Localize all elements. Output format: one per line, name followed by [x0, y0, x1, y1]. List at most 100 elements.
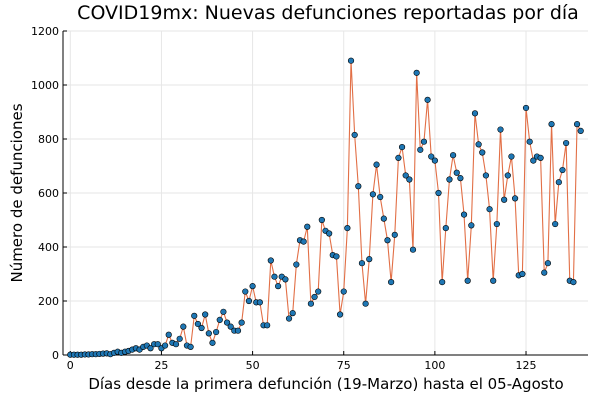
series-line — [70, 60, 582, 356]
data-point — [530, 157, 537, 164]
data-point — [194, 320, 201, 328]
data-point — [508, 153, 515, 160]
y-tick-label: 800 — [38, 133, 59, 146]
data-point — [413, 69, 420, 76]
data-point — [541, 269, 548, 276]
data-point — [205, 330, 212, 337]
data-point — [388, 279, 395, 286]
data-point — [479, 149, 486, 156]
x-tick-label: 100 — [424, 359, 445, 372]
data-point — [402, 172, 409, 179]
data-point — [428, 153, 435, 160]
data-point — [573, 121, 581, 128]
data-point — [439, 279, 446, 286]
data-point — [435, 189, 442, 197]
data-point — [446, 176, 453, 183]
chart-title: COVID19mx: Nuevas defunciones reportadas… — [77, 2, 579, 24]
data-point — [264, 322, 271, 329]
data-point — [369, 191, 376, 198]
data-point — [161, 342, 169, 349]
data-point — [486, 206, 493, 213]
data-point — [191, 312, 198, 319]
data-point — [468, 222, 475, 229]
data-point — [256, 299, 263, 306]
data-point — [275, 283, 282, 290]
data-point — [384, 237, 391, 244]
data-point — [395, 154, 402, 161]
data-point — [431, 157, 438, 164]
data-point — [202, 311, 209, 318]
data-point — [351, 131, 358, 139]
data-point — [347, 57, 355, 64]
data-point — [198, 324, 205, 332]
y-tick-label: 1000 — [31, 79, 59, 92]
data-point — [555, 179, 562, 186]
data-point — [318, 216, 325, 224]
data-point — [380, 215, 387, 222]
data-point — [344, 225, 351, 232]
data-point — [471, 110, 479, 117]
data-points — [67, 57, 584, 358]
grid — [63, 30, 588, 356]
y-tick-label: 0 — [52, 349, 59, 362]
data-point — [497, 126, 504, 133]
y-tick-label: 200 — [38, 295, 59, 308]
data-point — [293, 261, 300, 268]
data-point — [220, 308, 227, 315]
x-tick-label: 25 — [154, 359, 168, 372]
data-point — [249, 283, 256, 290]
data-point — [336, 311, 344, 318]
data-point — [377, 193, 384, 201]
data-point — [147, 345, 154, 352]
data-point — [307, 300, 315, 307]
y-tick-label: 1200 — [31, 25, 59, 38]
y-tick-label: 600 — [38, 187, 59, 200]
data-point — [340, 288, 347, 295]
data-point — [362, 300, 369, 307]
data-point — [544, 260, 551, 267]
data-point — [238, 319, 245, 326]
x-tick-label: 50 — [246, 359, 260, 372]
data-point — [300, 238, 307, 245]
data-point — [475, 141, 482, 148]
data-point — [245, 297, 253, 305]
data-point — [366, 256, 373, 263]
data-point — [373, 161, 380, 168]
data-point — [216, 316, 223, 324]
data-point — [242, 288, 249, 295]
data-point — [450, 152, 457, 159]
data-point — [457, 175, 464, 182]
x-axis-label: Días desde la primera defunción (19-Marz… — [88, 375, 563, 393]
data-point — [519, 270, 526, 278]
axes — [62, 30, 588, 356]
data-point — [504, 172, 511, 179]
data-point — [304, 223, 311, 230]
data-point — [552, 220, 559, 228]
data-point — [526, 138, 533, 145]
data-point — [453, 169, 460, 176]
data-point — [223, 319, 231, 326]
data-point — [563, 139, 570, 147]
data-point — [282, 276, 289, 283]
data-point — [289, 310, 296, 317]
data-point — [234, 327, 242, 334]
data-point — [511, 195, 519, 202]
data-point — [577, 127, 584, 134]
data-point — [391, 231, 398, 238]
data-point — [548, 121, 555, 128]
data-point — [285, 315, 293, 322]
data-point — [460, 211, 468, 218]
data-point — [398, 144, 406, 151]
data-point — [570, 279, 577, 286]
data-point — [559, 166, 566, 174]
data-point — [187, 343, 194, 351]
data-point — [271, 273, 278, 280]
data-point — [311, 293, 318, 301]
data-point — [154, 341, 161, 348]
data-point — [333, 253, 340, 260]
x-tick-label: 125 — [516, 359, 537, 372]
data-point — [424, 96, 431, 103]
data-point — [326, 230, 333, 237]
data-point — [537, 154, 544, 161]
